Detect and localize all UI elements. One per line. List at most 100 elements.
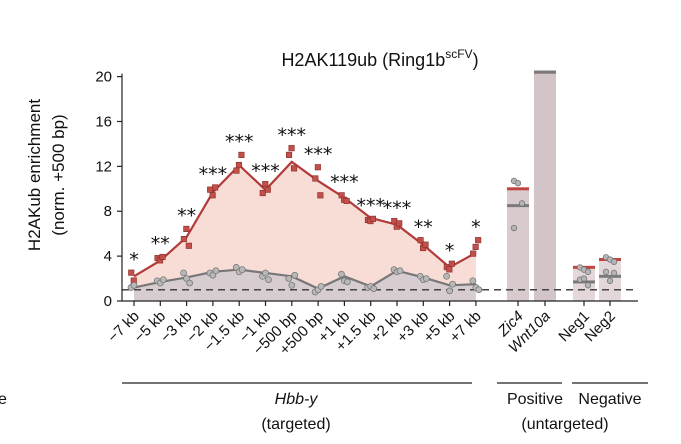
- replicate-point-red: [290, 165, 298, 172]
- y-axis-label: H2AKub enrichment: [25, 99, 44, 251]
- replicate-point-red: [159, 253, 166, 261]
- y-tick-label: 0: [104, 293, 112, 310]
- replicate-point-red: [470, 250, 477, 257]
- control-point: [610, 269, 618, 277]
- replicate-point-grey: [265, 276, 272, 284]
- replicate-point-red: [212, 184, 219, 191]
- replicate-point-grey: [443, 272, 450, 280]
- replicate-point-red: [472, 243, 479, 250]
- replicate-point-grey: [446, 287, 453, 295]
- control-bar-zic4: [507, 187, 529, 301]
- control-mean-grey: [599, 274, 621, 278]
- replicate-point-red: [285, 151, 293, 158]
- replicate-point-red: [238, 151, 245, 158]
- replicate-point-red: [264, 186, 271, 193]
- replicate-point-red: [288, 145, 295, 152]
- significance-stars: ***: [356, 195, 385, 217]
- replicate-point-red: [314, 164, 321, 171]
- control-point: [584, 268, 592, 275]
- chart-title-superscript: scFV: [445, 47, 472, 61]
- plot-area: *********************************0481216…: [95, 69, 638, 358]
- group-label-targeted: Hbb-y: [275, 391, 319, 408]
- y-tick-label: 8: [104, 203, 112, 220]
- control-point: [602, 268, 610, 275]
- control-bar-wnt10a: [534, 71, 556, 301]
- chart-title-end: ): [473, 50, 479, 70]
- control-point: [610, 258, 618, 265]
- significance-stars: **: [414, 216, 433, 238]
- replicate-point-grey: [396, 267, 404, 275]
- significance-stars: ***: [383, 197, 412, 219]
- control-mean-grey: [507, 204, 529, 208]
- y-tick-label: 20: [95, 69, 112, 86]
- control-mean-grey: [573, 280, 595, 284]
- replicate-point-red: [312, 175, 319, 182]
- significance-stars: ***: [225, 131, 254, 153]
- group-label-positive: Positive: [507, 391, 563, 408]
- x-tick-label: +7 kb: [446, 308, 484, 346]
- replicate-point-red: [369, 215, 377, 222]
- y-tick-label: 4: [104, 248, 112, 265]
- control-point: [518, 200, 526, 207]
- replicate-point-grey: [288, 281, 296, 289]
- control-point: [514, 180, 522, 187]
- control-point: [584, 282, 592, 289]
- replicate-point-grey: [159, 276, 167, 284]
- significance-stars: ***: [199, 164, 228, 186]
- replicate-point-grey: [469, 277, 477, 285]
- replicate-point-grey: [212, 267, 220, 275]
- replicate-point-red: [183, 225, 190, 232]
- y-tick-label: 16: [95, 113, 112, 130]
- replicate-point-grey: [317, 283, 325, 290]
- replicate-point-grey: [370, 285, 378, 293]
- replicate-point-grey: [285, 275, 293, 282]
- replicate-point-red: [180, 235, 187, 243]
- group-sublabel-untargeted: (untargeted): [521, 416, 608, 433]
- significance-stars: ***: [304, 143, 333, 165]
- group-label-negative: Negative: [578, 391, 641, 408]
- replicate-point-red: [475, 237, 482, 244]
- replicate-point-red: [259, 189, 266, 197]
- replicate-point-grey: [338, 270, 345, 278]
- control-point: [580, 275, 588, 282]
- control-mean-grey: [534, 70, 556, 74]
- replicate-point-grey: [186, 279, 193, 287]
- replicate-point-red: [446, 266, 453, 273]
- replicate-point-grey: [449, 280, 456, 288]
- replicate-point-red: [417, 237, 424, 244]
- replicate-point-grey: [422, 275, 430, 282]
- significance-stars: ***: [251, 160, 280, 182]
- replicate-point-grey: [475, 286, 483, 294]
- replicate-point-red: [209, 192, 216, 199]
- group-sublabel-targeted: (targeted): [261, 416, 330, 433]
- replicate-point-red: [235, 161, 242, 169]
- y-tick-label: 12: [95, 158, 112, 175]
- replicate-point-red: [343, 197, 350, 204]
- replicate-point-grey: [344, 278, 351, 286]
- significance-stars: ***: [330, 172, 359, 194]
- significance-stars: **: [177, 205, 196, 227]
- chart-title-main: H2AK119ub (Ring1b: [281, 50, 445, 70]
- significance-stars: *: [129, 249, 139, 271]
- y-axis-label-norm: (norm. +500 bp): [49, 114, 68, 235]
- x-tick-label: Neg2: [581, 308, 618, 345]
- series-0-area: [134, 161, 476, 301]
- series-1-area: [134, 269, 476, 301]
- control-point: [510, 224, 518, 232]
- replicate-point-red: [233, 167, 240, 174]
- significance-stars: ***: [278, 124, 307, 146]
- replicate-point-grey: [262, 269, 269, 277]
- replicate-point-red: [207, 186, 214, 193]
- replicate-point-grey: [291, 271, 299, 279]
- replicate-point-red: [317, 192, 324, 199]
- significance-stars: *: [445, 240, 455, 262]
- control-mean-red: [507, 187, 529, 191]
- replicate-point-grey: [180, 269, 187, 277]
- replicate-point-red: [448, 260, 455, 267]
- replicate-point-grey: [238, 266, 246, 273]
- replicate-point-red: [185, 242, 192, 249]
- replicate-point-red: [128, 269, 135, 276]
- chart-title: H2AK119ub (Ring1bscFV): [281, 47, 478, 70]
- replicate-point-red: [422, 241, 429, 248]
